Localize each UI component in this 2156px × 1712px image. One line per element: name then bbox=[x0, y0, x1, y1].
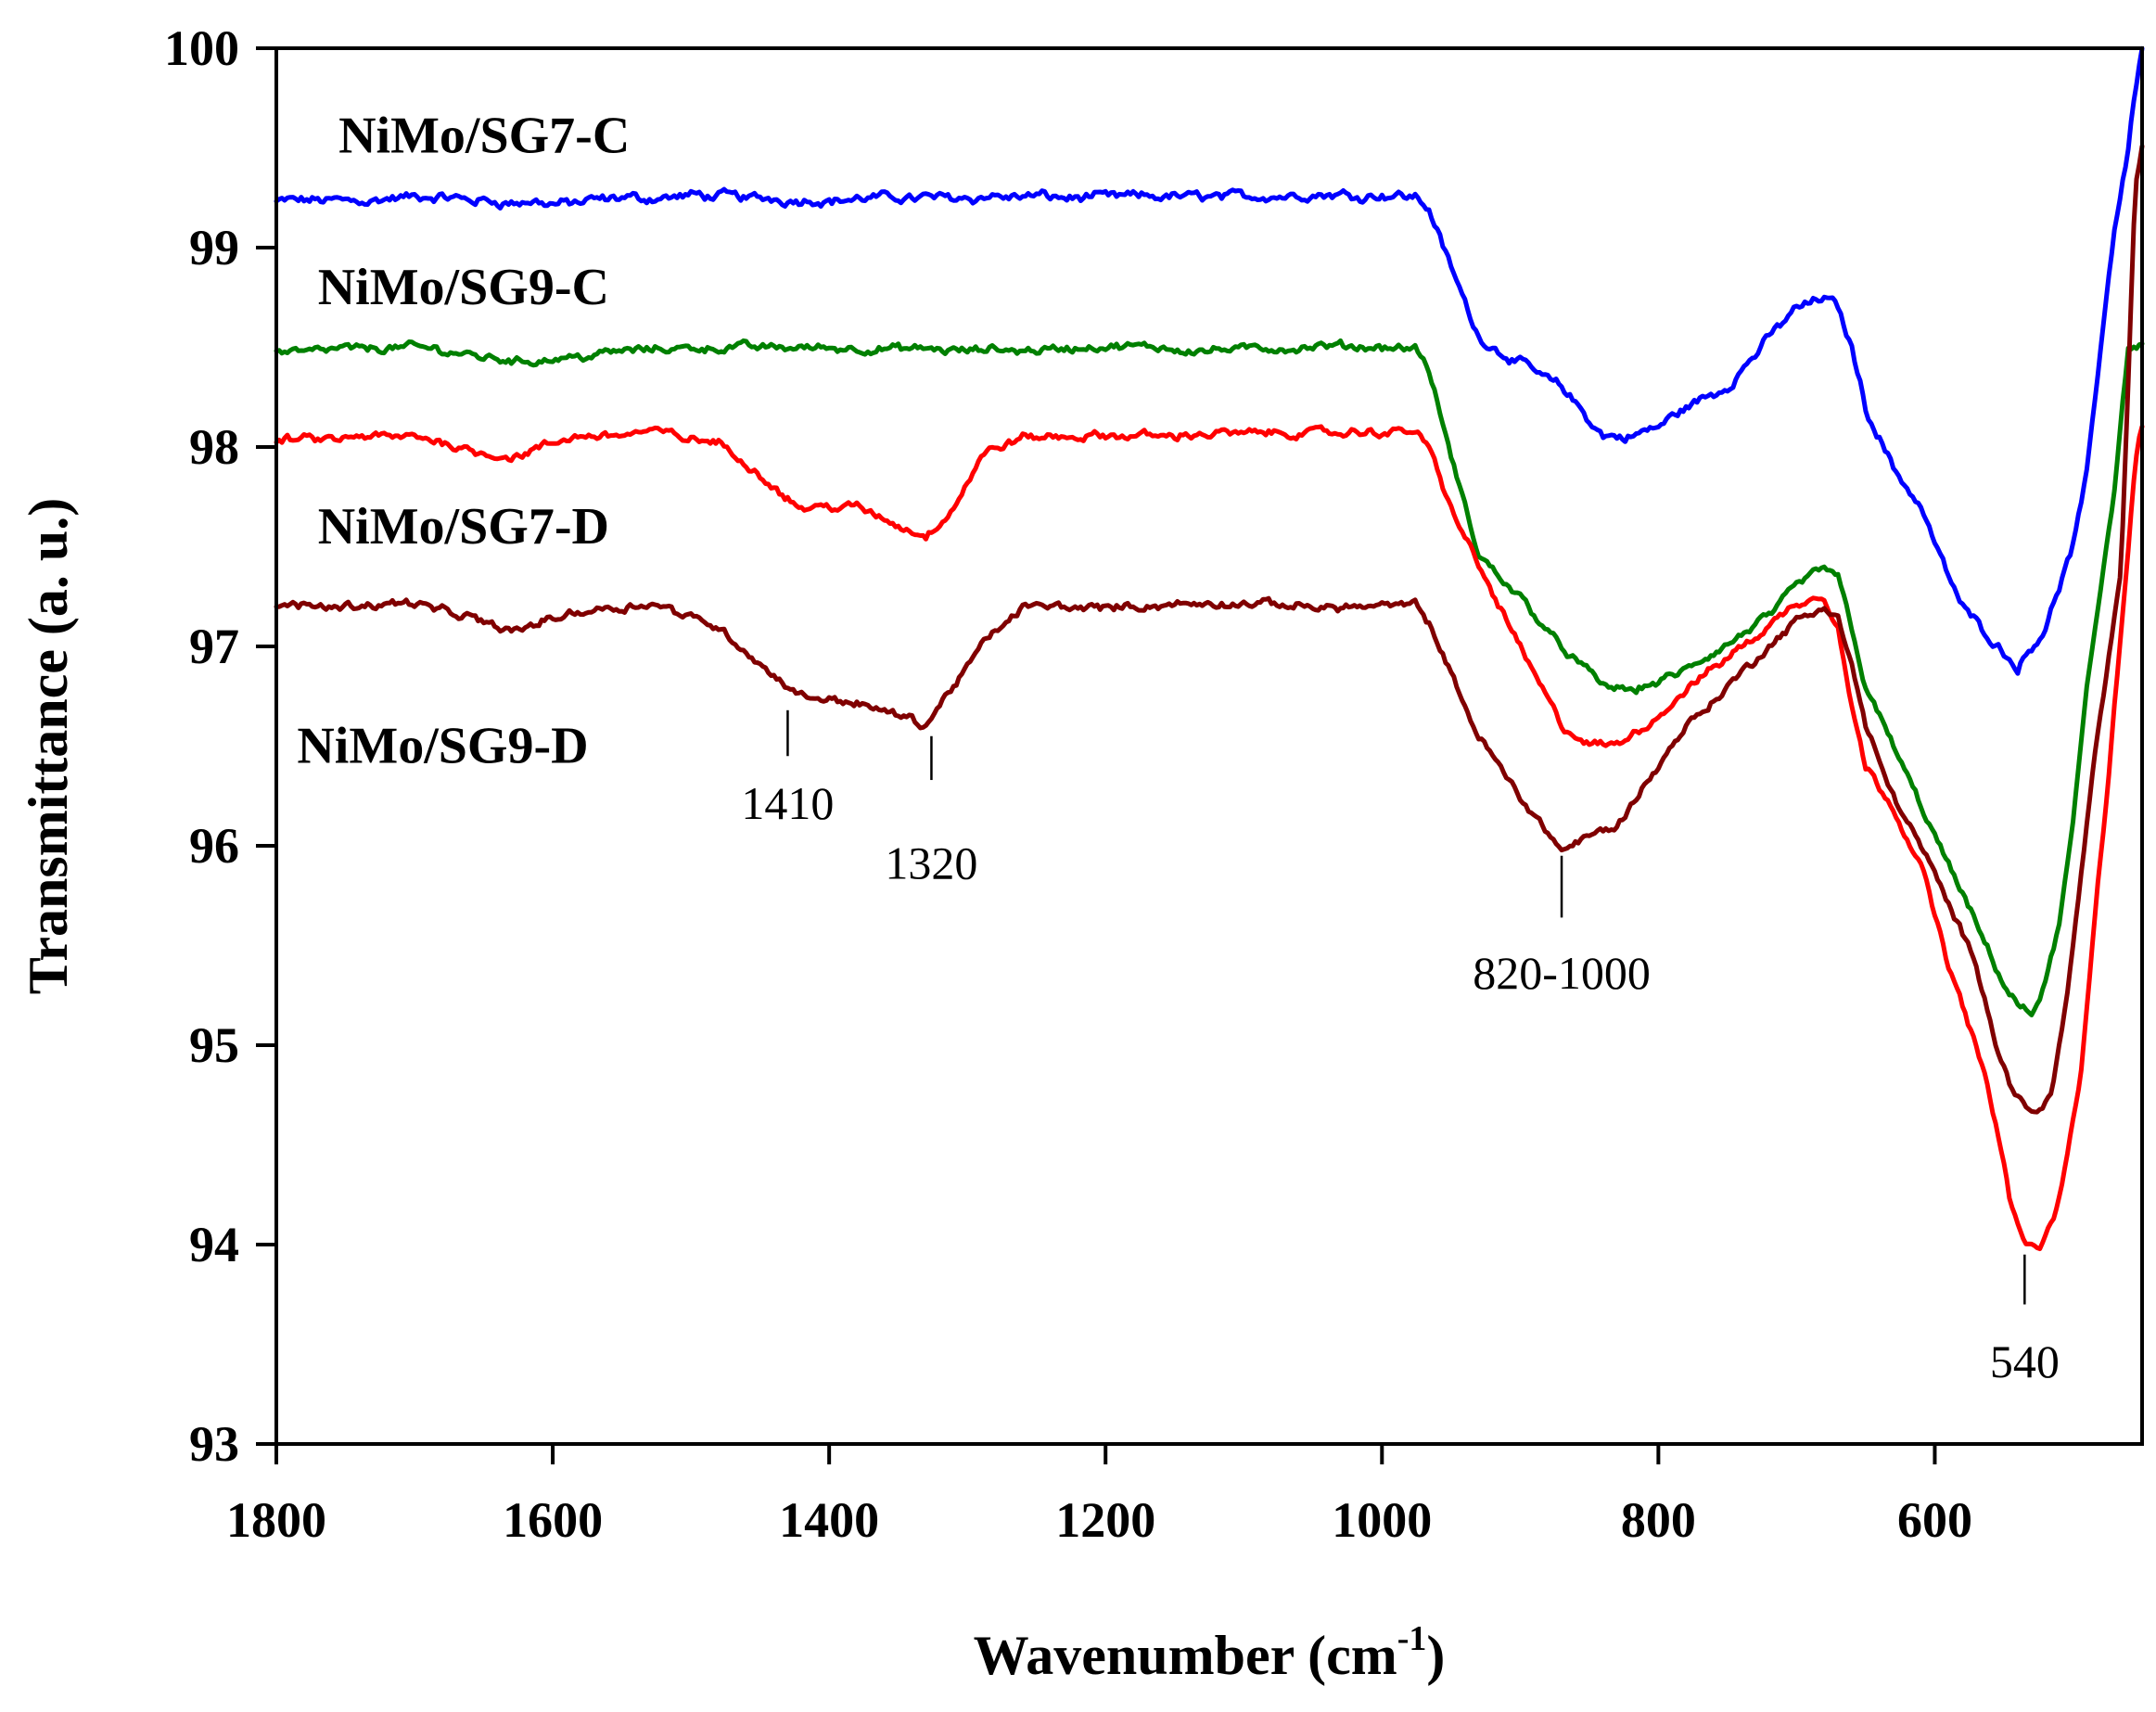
y-tick-label-97: 97 bbox=[189, 619, 239, 674]
axes-layer: 93 94 95 96 97 98 99 100 1800 1600 1400 1200 1000 800… bbox=[164, 20, 2144, 1548]
annotation-label-540: 540 bbox=[1990, 1335, 2060, 1387]
y-tick-label-99: 99 bbox=[189, 220, 239, 275]
x-tick-label-1400: 1400 bbox=[779, 1492, 879, 1548]
series-line-nimo-sg7-d bbox=[274, 424, 2145, 1252]
x-axis-title: Wavenumber (cm-1) bbox=[974, 1619, 1446, 1686]
annotation-label-1410: 1410 bbox=[741, 777, 834, 829]
series-line-nimo-sg9-d bbox=[274, 144, 2145, 1115]
y-tick-label-95: 95 bbox=[189, 1017, 239, 1073]
series-label-nimo-sg9-c: NiMo/SG9-C bbox=[318, 259, 609, 316]
x-tick-label-1000: 1000 bbox=[1332, 1492, 1432, 1548]
y-axis-title: Transmittance (a. u.) bbox=[18, 498, 79, 995]
annotations-layer: 1410 1320 820-1000 540 bbox=[741, 709, 2060, 1387]
series-label-nimo-sg7-d: NiMo/SG7-D bbox=[318, 498, 609, 556]
x-tick-label-800: 800 bbox=[1621, 1492, 1696, 1548]
x-tick-label-600: 600 bbox=[1897, 1492, 1972, 1548]
plot-frame bbox=[274, 46, 2144, 1446]
y-tick-label-100: 100 bbox=[164, 20, 239, 76]
annotation-label-820-1000: 820-1000 bbox=[1473, 947, 1651, 999]
series-layer bbox=[274, 45, 2145, 1252]
labels-layer: NiMo/SG7-C NiMo/SG9-C NiMo/SG7-D NiMo/SG9-D bbox=[297, 108, 630, 775]
x-tick-label-1200: 1200 bbox=[1055, 1492, 1155, 1548]
series-line-nimo-sg7-c bbox=[274, 45, 2145, 676]
series-line-nimo-sg9-c bbox=[274, 338, 2145, 1017]
series-label-nimo-sg7-c: NiMo/SG7-C bbox=[338, 108, 630, 165]
x-axis-title-close: ) bbox=[1426, 1625, 1445, 1686]
x-tick-label-1800: 1800 bbox=[226, 1492, 326, 1548]
y-tick-label-94: 94 bbox=[189, 1217, 239, 1272]
x-axis-title-superscript: -1 bbox=[1397, 1619, 1427, 1658]
series-label-nimo-sg9-d: NiMo/SG9-D bbox=[297, 718, 588, 775]
y-tick-label-93: 93 bbox=[189, 1416, 239, 1472]
annotation-label-1320: 1320 bbox=[885, 837, 977, 889]
y-tick-label-96: 96 bbox=[189, 818, 239, 874]
y-tick-label-98: 98 bbox=[189, 419, 239, 475]
x-tick-label-1600: 1600 bbox=[503, 1492, 603, 1548]
x-axis-title-main: Wavenumber (cm bbox=[974, 1625, 1397, 1686]
